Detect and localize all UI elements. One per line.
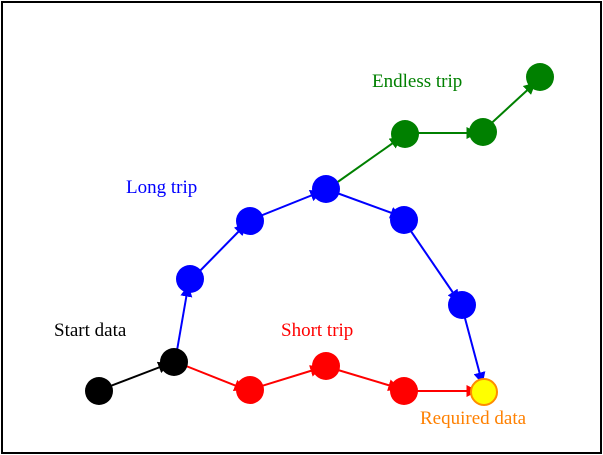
- node-endless-1: [391, 120, 419, 148]
- label-short-trip: Short trip: [281, 320, 353, 341]
- node-endless-2: [469, 118, 497, 146]
- node-short-3: [390, 377, 418, 405]
- label-start-data: Start data: [54, 320, 127, 341]
- node-short-1: [236, 376, 264, 404]
- label-required-data: Required data: [420, 408, 527, 429]
- node-long-4: [390, 206, 418, 234]
- node-long-2: [236, 207, 264, 235]
- node-long-5: [448, 291, 476, 319]
- node-long-1: [176, 265, 204, 293]
- label-endless-trip: Endless trip: [372, 71, 462, 92]
- node-endless-3: [526, 63, 554, 91]
- node-start: [160, 348, 188, 376]
- node-required: [470, 378, 498, 406]
- node-long-3: [312, 175, 340, 203]
- label-long-trip: Long trip: [126, 177, 197, 198]
- node-start-origin: [85, 377, 113, 405]
- node-short-2: [312, 352, 340, 380]
